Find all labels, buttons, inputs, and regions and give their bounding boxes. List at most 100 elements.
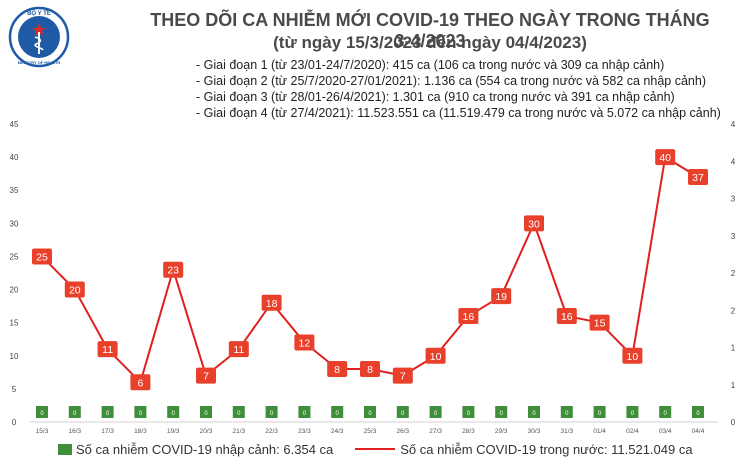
domestic-data-label: 16 xyxy=(561,311,573,323)
imported-bar xyxy=(265,406,278,418)
imported-bar-label: 0 xyxy=(598,411,602,417)
imported-bar xyxy=(68,406,81,418)
domestic-legend-line xyxy=(355,448,396,450)
imported-bar-label: 0 xyxy=(139,411,143,417)
y-left-tick-label: 5 xyxy=(12,385,17,394)
x-tick-label: 15/3 xyxy=(36,428,49,435)
domestic-data-label: 7 xyxy=(203,371,209,383)
domestic-point-marker xyxy=(491,288,512,305)
y-right-tick-label: 2 xyxy=(731,269,736,278)
x-tick-label: 20/3 xyxy=(200,428,213,435)
domestic-data-label: 8 xyxy=(367,364,373,376)
imported-bar xyxy=(200,406,212,418)
domestic-data-label: 18 xyxy=(266,298,278,310)
imported-bar-label: 0 xyxy=(303,411,307,417)
imported-bar xyxy=(396,406,409,418)
logo-top-text: BỘ Y TẾ xyxy=(27,9,51,17)
imported-bar xyxy=(36,406,48,418)
imported-legend-label: Số ca nhiễm COVID-19 nhập cảnh: 6.354 ca xyxy=(76,442,334,457)
domestic-point-marker xyxy=(392,367,413,384)
y-right-tick-label: 3 xyxy=(731,195,736,204)
y-right-tick-label: 2 xyxy=(731,306,736,315)
x-tick-label: 19/3 xyxy=(167,428,180,435)
imported-bar xyxy=(232,406,245,418)
domestic-point-marker xyxy=(458,308,479,325)
x-tick-label: 24/3 xyxy=(331,428,344,435)
x-tick-label: 17/3 xyxy=(101,428,114,435)
imported-bar-label: 0 xyxy=(565,411,569,417)
domestic-data-label: 10 xyxy=(627,351,639,363)
domestic-point-marker xyxy=(622,347,643,364)
y-right-tick-label: 1 xyxy=(731,381,736,390)
x-tick-label: 01/4 xyxy=(593,428,606,435)
imported-bar-label: 0 xyxy=(696,411,700,417)
imported-bar-label: 0 xyxy=(532,411,536,417)
domestic-data-label: 11 xyxy=(233,344,244,356)
imported-bar-label: 0 xyxy=(40,411,44,417)
y-left-tick-label: 40 xyxy=(10,153,19,162)
domestic-data-label: 30 xyxy=(528,218,540,230)
imported-bar-label: 0 xyxy=(237,411,241,417)
x-tick-label: 31/3 xyxy=(560,428,573,435)
chart-legend: Số ca nhiễm COVID-19 nhập cảnh: 6.354 ca… xyxy=(58,442,693,457)
covid-chart: 05101520253035404501122334415/3016/3017/… xyxy=(10,120,736,435)
phase-notes: - Giai đoạn 1 (từ 23/01-24/7/2020): 415 … xyxy=(196,57,721,121)
y-left-tick-label: 25 xyxy=(10,252,19,261)
imported-bar xyxy=(364,406,376,418)
domestic-data-label: 16 xyxy=(463,311,475,323)
imported-bar xyxy=(560,406,573,418)
y-right-tick-label: 0 xyxy=(731,418,736,427)
domestic-point-marker xyxy=(196,367,216,384)
domestic-point-marker xyxy=(688,168,708,185)
domestic-point-marker xyxy=(130,374,151,391)
y-left-tick-label: 10 xyxy=(10,352,19,361)
domestic-point-marker xyxy=(556,308,577,325)
domestic-data-label: 37 xyxy=(692,172,704,184)
domestic-data-label: 12 xyxy=(299,338,311,350)
x-tick-label: 18/3 xyxy=(134,428,147,435)
imported-bar-label: 0 xyxy=(401,411,405,417)
imported-bar xyxy=(429,406,442,418)
domestic-data-label: 23 xyxy=(167,265,179,277)
domestic-point-marker xyxy=(97,341,118,358)
phase-note: - Giai đoạn 1 (từ 23/01-24/7/2020): 415 … xyxy=(196,58,665,72)
y-right-tick-label: 1 xyxy=(731,344,736,353)
imported-bar-label: 0 xyxy=(368,411,372,417)
imported-bar-label: 0 xyxy=(172,411,176,417)
y-left-tick-label: 20 xyxy=(10,286,19,295)
phase-note: - Giai đoạn 4 (từ 27/4/2021): 11.523.551… xyxy=(196,106,721,120)
domestic-data-label: 20 xyxy=(69,285,81,297)
imported-legend-swatch xyxy=(58,444,72,455)
imported-bar xyxy=(495,406,508,418)
domestic-point-marker xyxy=(327,361,348,378)
domestic-data-label: 8 xyxy=(334,364,340,376)
domestic-data-label: 11 xyxy=(102,344,113,356)
imported-bar xyxy=(462,406,475,418)
x-tick-label: 03/4 xyxy=(659,428,672,435)
domestic-data-label: 7 xyxy=(400,371,406,383)
x-tick-label: 30/3 xyxy=(528,428,541,435)
ministry-of-health-logo: BỘ Y TẾ MINISTRY OF HEALTH xyxy=(8,6,70,68)
chart-subtitle: (từ ngày 15/3/2023 đến ngày 04/4/2023) xyxy=(273,33,587,52)
x-tick-label: 23/3 xyxy=(298,428,311,435)
imported-bar-label: 0 xyxy=(467,411,471,417)
domestic-point-marker xyxy=(32,248,52,265)
imported-bar-label: 0 xyxy=(631,411,635,417)
domestic-point-marker xyxy=(64,281,85,298)
domestic-data-label: 19 xyxy=(495,291,507,303)
domestic-line xyxy=(41,156,699,384)
domestic-point-marker xyxy=(524,215,544,232)
x-tick-label: 04/4 xyxy=(692,428,705,435)
domestic-legend-label: Số ca nhiễm COVID-19 trong nước: 11.521.… xyxy=(400,442,693,457)
imported-bar xyxy=(626,406,639,418)
x-tick-label: 26/3 xyxy=(396,428,409,435)
imported-bar xyxy=(331,406,344,418)
imported-bar xyxy=(593,406,606,418)
y-left-tick-label: 35 xyxy=(10,186,19,195)
y-left-tick-label: 15 xyxy=(10,319,19,328)
domestic-point-marker xyxy=(261,294,282,311)
imported-bar-label: 0 xyxy=(664,411,668,417)
domestic-data-label: 6 xyxy=(137,377,143,389)
x-tick-label: 29/3 xyxy=(495,428,508,435)
chart-title: THEO DÕI CA NHIỄM MỚI COVID-19 THEO NGÀY… xyxy=(150,10,710,51)
